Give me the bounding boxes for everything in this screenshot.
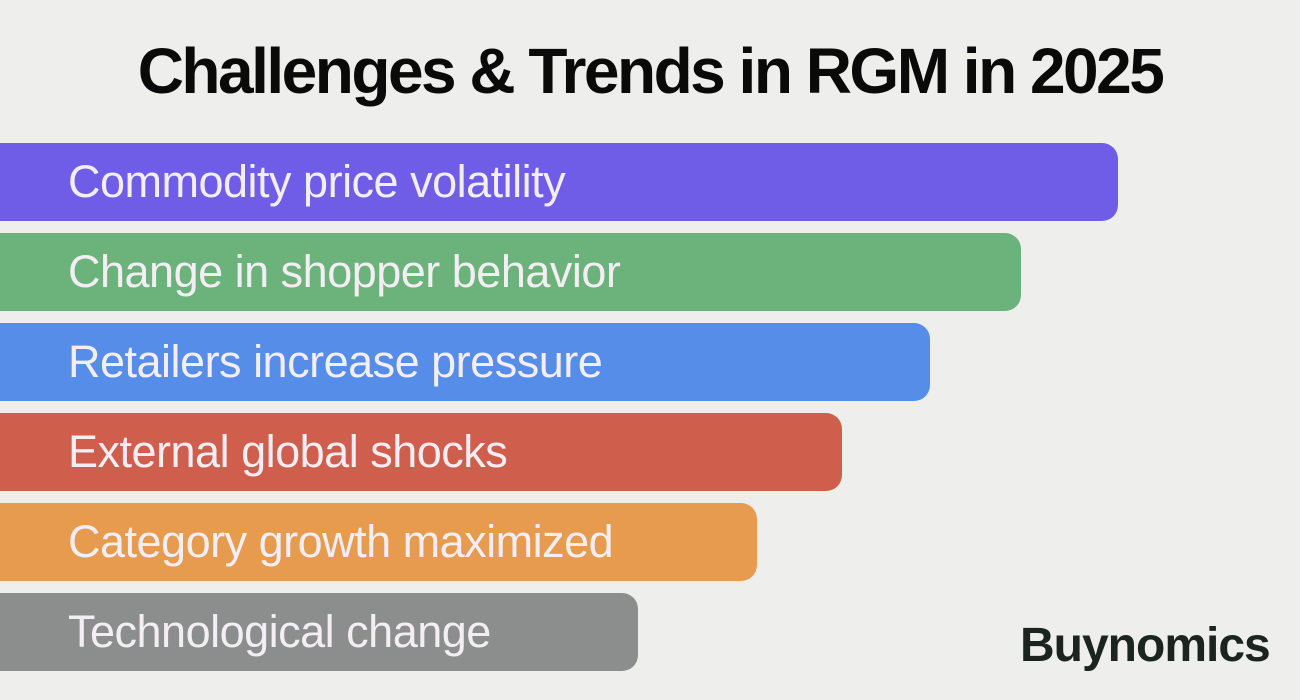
bar-label: Technological change [68, 606, 491, 657]
bar-row: Change in shopper behavior [0, 233, 1021, 311]
bar-row: Retailers increase pressure [0, 323, 930, 401]
bar-row: External global shocks [0, 413, 843, 491]
bar-row: Commodity price volatility [0, 143, 1118, 221]
bar-label: Category growth maximized [68, 516, 614, 567]
bar-row: Category growth maximized [0, 503, 757, 581]
bar-label: Commodity price volatility [68, 156, 566, 207]
bar-label: Retailers increase pressure [68, 336, 603, 387]
bar-label: External global shocks [68, 426, 508, 477]
bar-row: Technological change [0, 593, 639, 671]
bar-label: Change in shopper behavior [68, 246, 621, 297]
bar-chart: Commodity price volatility Change in sho… [0, 143, 1300, 683]
buynomics-logo: Buynomics [1020, 619, 1271, 672]
page-title: Challenges & Trends in RGM in 2025 [137, 35, 1165, 107]
